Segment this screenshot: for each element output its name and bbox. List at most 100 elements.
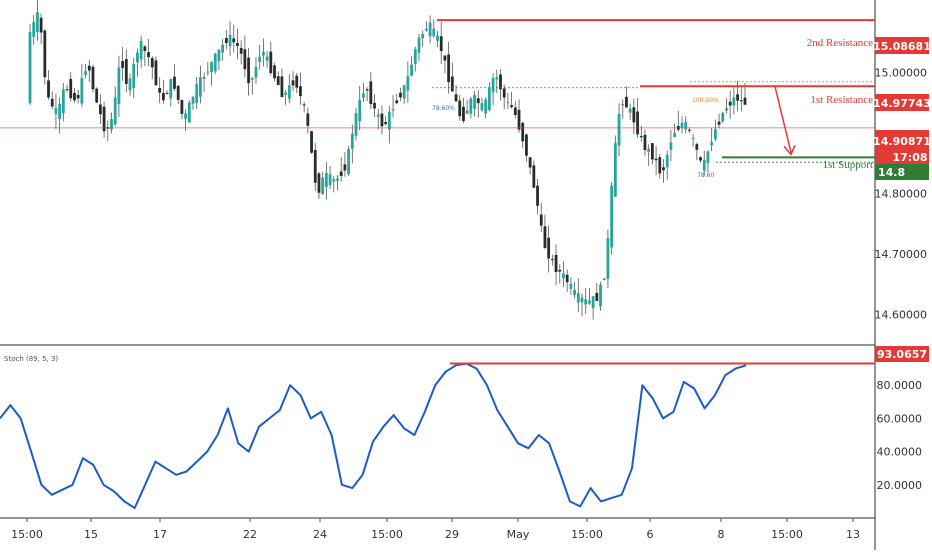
price-current: 14.90871 <box>873 135 931 148</box>
candle-body <box>317 173 321 193</box>
candle <box>487 82 491 112</box>
candle <box>358 85 362 131</box>
candle-body <box>54 107 58 115</box>
candle <box>61 83 65 122</box>
candle-body <box>543 226 547 248</box>
candle-body <box>410 64 413 76</box>
candle <box>32 15 36 45</box>
candle <box>210 61 213 86</box>
candle <box>121 47 125 81</box>
candle-body <box>480 103 484 111</box>
price-2nd-resistance: 15.08681 <box>873 40 931 53</box>
candle-body <box>528 157 532 168</box>
x-tick-label: 15:00 <box>771 528 803 541</box>
candle <box>613 135 617 197</box>
x-tick-label: 15 <box>84 528 98 541</box>
candle <box>639 125 643 142</box>
candle-body <box>173 76 176 89</box>
candle-body <box>547 237 551 259</box>
candle-body <box>565 274 569 283</box>
candle <box>176 85 180 105</box>
candle-body <box>513 107 517 115</box>
candle-body <box>302 104 306 106</box>
candle-body <box>254 67 258 78</box>
candle-body <box>47 80 50 98</box>
candle-body <box>328 174 332 186</box>
candle <box>102 101 106 138</box>
candle <box>706 150 710 173</box>
candle <box>232 24 236 53</box>
candle-body <box>136 52 139 63</box>
candle-body <box>588 300 591 304</box>
candle-body <box>536 185 539 206</box>
candle <box>558 264 562 284</box>
candle-body <box>32 21 36 37</box>
candle <box>599 281 602 311</box>
candle-body <box>576 293 580 303</box>
candle <box>39 13 43 45</box>
candle-body <box>402 85 406 99</box>
candle <box>299 72 302 105</box>
candle-body <box>347 149 351 174</box>
candle <box>217 49 221 71</box>
candle <box>213 52 217 74</box>
candle <box>662 158 665 183</box>
candle <box>295 73 299 93</box>
candle-body <box>147 52 150 58</box>
candle <box>287 74 291 104</box>
candle-body <box>721 112 725 122</box>
candle-body <box>213 53 217 72</box>
candle-body <box>465 110 469 114</box>
candle <box>710 127 714 152</box>
candle-body <box>454 94 458 102</box>
candle-body <box>525 134 528 156</box>
candle <box>221 39 225 61</box>
candle-body <box>428 22 432 37</box>
candle-body <box>184 113 187 119</box>
candle-body <box>606 238 610 279</box>
x-axis: 15:00 15 17 22 24 15:00 29 May 15:00 6 8 15:00 13 <box>11 518 860 541</box>
candle <box>224 30 228 50</box>
candle-body <box>665 154 669 168</box>
candle <box>280 68 284 98</box>
price-box-1st-resistance <box>875 94 929 111</box>
candle-body <box>736 94 739 101</box>
candle-body <box>391 109 395 111</box>
candle <box>276 71 280 86</box>
candle-body <box>84 71 87 75</box>
candle-body <box>158 87 162 93</box>
arrow-head <box>783 145 796 156</box>
fib-label-100: 100.00% <box>692 97 719 104</box>
candle-body <box>73 92 76 101</box>
candle <box>387 106 391 144</box>
candle <box>399 87 402 102</box>
candle <box>421 30 425 47</box>
x-tick-label: 13 <box>846 528 860 541</box>
candle-body <box>432 28 436 37</box>
stoch-value: 93.0657 <box>877 348 927 361</box>
candle <box>573 281 576 299</box>
candle <box>362 82 365 102</box>
candle-body <box>39 17 43 33</box>
candle-body <box>487 87 491 110</box>
candle <box>654 146 658 176</box>
candle-body <box>299 86 302 97</box>
candle <box>350 124 354 164</box>
candle-body <box>239 47 243 54</box>
candle-body <box>69 78 73 99</box>
label-1st-resistance: 1st Resistance <box>810 94 873 106</box>
price-box-2nd-resistance <box>875 37 929 54</box>
candle-body <box>313 149 317 183</box>
candle <box>402 84 406 104</box>
candle <box>328 166 332 190</box>
candle <box>365 87 369 102</box>
candle <box>324 162 328 200</box>
candle <box>199 65 202 104</box>
x-tick-label: 15:00 <box>571 528 603 541</box>
candle-body <box>602 278 606 280</box>
candle <box>254 57 258 84</box>
candle <box>250 77 254 95</box>
candle-body <box>210 62 213 73</box>
stoch-tick-label: 60.0000 <box>877 412 923 425</box>
